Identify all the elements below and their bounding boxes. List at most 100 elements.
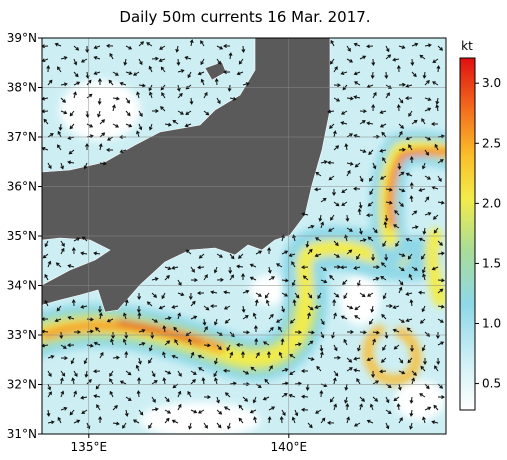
current-arrow: [346, 416, 350, 424]
current-arrow: [359, 120, 366, 125]
current-arrow: [357, 208, 362, 216]
current-arrow: [385, 187, 393, 192]
current-arrow: [122, 422, 127, 429]
current-arrow: [73, 330, 81, 335]
current-arrow: [333, 312, 337, 320]
lat-label: 37°N: [7, 130, 37, 144]
current-arrows: [42, 39, 445, 430]
current-arrow: [433, 227, 439, 234]
current-arrow: [158, 58, 166, 63]
current-arrow: [242, 382, 250, 387]
current-arrow: [344, 143, 349, 151]
current-arrow: [73, 390, 78, 398]
current-arrow: [398, 201, 404, 207]
current-arrow: [398, 188, 406, 193]
current-arrow: [405, 237, 413, 242]
current-arrow: [60, 97, 66, 103]
current-arrow: [123, 58, 128, 66]
colorbar-label: 2.0: [482, 196, 501, 210]
current-arrow: [80, 304, 88, 309]
current-arrow: [119, 81, 127, 86]
current-arrow: [151, 318, 159, 323]
current-arrow: [268, 406, 276, 411]
current-arrow: [264, 292, 270, 299]
current-arrow: [125, 97, 130, 104]
current-arrow: [146, 301, 153, 307]
current-arrow: [237, 253, 244, 259]
current-arrow: [46, 65, 51, 73]
current-arrow: [203, 91, 208, 99]
current-arrow: [106, 318, 114, 323]
current-arrow: [73, 58, 78, 66]
current-arrow: [405, 96, 413, 101]
current-arrow: [434, 143, 439, 151]
current-arrow: [68, 149, 75, 155]
current-arrow: [305, 240, 310, 248]
current-arrow: [320, 221, 325, 229]
current-arrow: [216, 277, 224, 282]
current-arrow: [366, 213, 374, 218]
current-arrow: [392, 57, 400, 62]
current-arrow: [201, 377, 206, 385]
current-arrow: [421, 162, 426, 170]
current-arrow: [341, 201, 348, 206]
current-arrow: [266, 351, 271, 359]
current-arrow: [393, 224, 400, 229]
current-arrow: [81, 409, 88, 414]
current-arrow: [162, 377, 167, 385]
current-arrow: [333, 97, 341, 102]
current-arrow: [227, 422, 231, 430]
current-arrow: [151, 370, 156, 378]
current-arrow: [346, 357, 353, 363]
current-arrow: [398, 147, 406, 152]
current-arrow: [110, 338, 114, 346]
current-arrow: [372, 265, 380, 270]
lat-label: 34°N: [7, 279, 37, 293]
current-arrow: [177, 92, 183, 99]
current-arrow: [164, 275, 170, 281]
current-arrow: [55, 262, 62, 268]
current-arrow: [44, 273, 49, 281]
current-arrow: [291, 416, 296, 424]
current-arrow: [47, 354, 55, 359]
current-arrow: [47, 260, 52, 268]
current-arrow: [379, 123, 387, 128]
lat-label: 32°N: [7, 378, 37, 392]
current-arrow: [341, 188, 348, 194]
current-arrow: [43, 118, 49, 125]
current-arrow: [254, 299, 259, 307]
map-area: [42, 38, 446, 434]
current-arrow: [418, 237, 426, 242]
current-arrow: [421, 305, 426, 313]
current-arrow: [357, 344, 361, 352]
current-arrow: [59, 377, 64, 385]
current-arrow: [249, 409, 257, 414]
current-arrow: [372, 227, 378, 234]
current-arrow: [203, 110, 210, 116]
current-arrow: [385, 54, 392, 60]
current-arrow: [358, 201, 363, 209]
current-arrow: [125, 396, 132, 401]
current-arrow: [160, 66, 166, 73]
current-arrow: [249, 263, 257, 268]
current-arrow: [93, 55, 101, 60]
current-arrow: [369, 403, 374, 411]
current-arrow: [393, 344, 400, 350]
current-arrow: [224, 318, 231, 324]
current-arrow: [229, 253, 235, 260]
current-arrow: [84, 370, 89, 378]
current-arrow: [307, 248, 313, 255]
current-arrow: [176, 84, 181, 92]
current-arrow: [255, 292, 262, 297]
current-arrow: [97, 97, 102, 105]
current-arrow: [385, 422, 390, 430]
current-arrow: [203, 305, 210, 311]
current-arrow: [264, 378, 270, 385]
current-arrow: [71, 377, 76, 385]
current-arrow: [328, 227, 335, 232]
current-arrow: [86, 123, 94, 128]
current-arrow: [367, 236, 374, 242]
current-arrow: [252, 312, 257, 320]
current-arrow: [410, 344, 414, 352]
current-arrow: [314, 187, 322, 192]
